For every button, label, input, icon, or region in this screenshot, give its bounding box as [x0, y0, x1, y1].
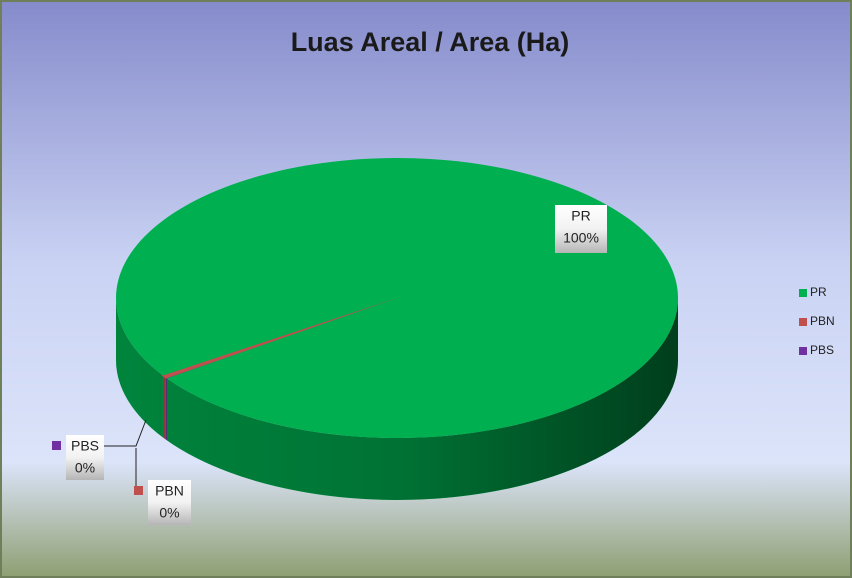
data-labels: PR 100% PBN 0% PBS 0%: [52, 205, 607, 525]
label-name: PR: [571, 208, 590, 224]
label-value: 100%: [563, 230, 599, 246]
pie-side: [162, 375, 166, 440]
pie-side: [165, 377, 167, 441]
leader-line: [104, 419, 147, 447]
label-key: [52, 441, 61, 450]
label-key: [134, 486, 143, 495]
label-name: PBN: [155, 483, 184, 499]
label-value: 0%: [75, 460, 95, 476]
label-value: 0%: [159, 505, 179, 521]
label-box: [148, 480, 191, 525]
legend-label: PBN: [810, 314, 835, 328]
legend: PR PBN PBS: [799, 285, 835, 357]
legend-key: [799, 289, 807, 297]
chart-title: Luas Areal / Area (Ha): [291, 27, 570, 57]
label-box: [555, 205, 607, 253]
label-box: [66, 435, 104, 480]
legend-key: [799, 347, 807, 355]
legend-label: PR: [810, 285, 827, 299]
legend-label: PBS: [810, 343, 834, 357]
pie-slice: [161, 297, 398, 379]
legend-key: [799, 318, 807, 326]
label-name: PBS: [71, 438, 99, 454]
pie-slice: [115, 157, 678, 438]
